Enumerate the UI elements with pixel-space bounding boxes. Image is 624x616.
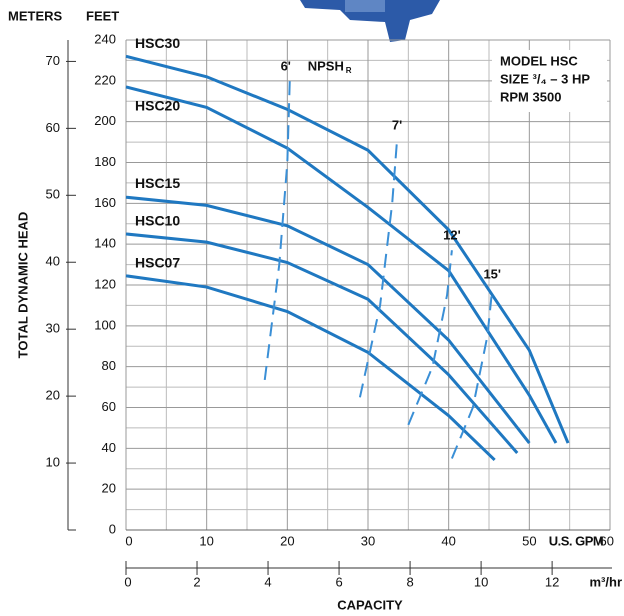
pump-curve bbox=[125, 232, 519, 455]
npsh-title: NPSH bbox=[308, 58, 344, 73]
npsh-line bbox=[407, 250, 453, 426]
y2-tick-label: 60 bbox=[46, 120, 60, 135]
model-text: MODEL HSC bbox=[500, 53, 578, 68]
pump-curve bbox=[125, 54, 570, 444]
npsh-label: 12' bbox=[443, 228, 461, 243]
series-label: HSC15 bbox=[135, 175, 180, 191]
series-label: HSC30 bbox=[135, 35, 180, 51]
pump-curve bbox=[125, 274, 496, 462]
x2-unit-label: m³/hr bbox=[590, 574, 623, 589]
y-tick-label: 200 bbox=[94, 113, 116, 128]
x-tick-label: 40 bbox=[441, 533, 455, 548]
model-text: RPM 3500 bbox=[500, 89, 561, 104]
series-label: HSC10 bbox=[135, 213, 180, 229]
pump-body bbox=[300, 0, 440, 42]
x-tick-label: 0 bbox=[125, 533, 132, 548]
y2-tick-label: 30 bbox=[46, 321, 60, 336]
model-text: SIZE ³/₄ – 3 HP bbox=[500, 71, 590, 86]
npsh-line bbox=[263, 80, 291, 381]
x2-tick-label: 8 bbox=[406, 574, 413, 589]
x2-tick-label: 4 bbox=[264, 574, 271, 589]
y-tick-label: 140 bbox=[94, 236, 116, 251]
y-tick-label: 100 bbox=[94, 317, 116, 332]
x-tick-label: 60 bbox=[600, 533, 614, 548]
npsh-line bbox=[450, 288, 494, 459]
x2-tick-label: 12 bbox=[545, 574, 559, 589]
y-tick-label: 60 bbox=[102, 399, 116, 414]
y2-tick-label: 10 bbox=[46, 454, 60, 469]
y-tick-label: 220 bbox=[94, 72, 116, 87]
series-label: HSC07 bbox=[135, 255, 180, 271]
npsh-subscript: R bbox=[346, 66, 352, 75]
y-axis-title: TOTAL DYNAMIC HEAD bbox=[15, 212, 30, 359]
model-box-bg bbox=[492, 50, 607, 112]
pump-curve bbox=[125, 195, 531, 444]
x-tick-label: 50 bbox=[522, 533, 536, 548]
y-unit-label: FEET bbox=[86, 8, 119, 23]
y2-tick-label: 50 bbox=[46, 187, 60, 202]
x2-tick-label: 10 bbox=[474, 574, 488, 589]
pump-image bbox=[300, 0, 440, 42]
y-tick-label: 20 bbox=[102, 481, 116, 496]
x-tick-label: 30 bbox=[361, 533, 375, 548]
y-tick-label: 40 bbox=[102, 440, 116, 455]
x2-tick-label: 0 bbox=[124, 574, 131, 589]
npsh-label: 7' bbox=[392, 117, 402, 132]
y2-tick-label: 40 bbox=[46, 254, 60, 269]
x-unit-label: U.S. GPM bbox=[549, 533, 604, 548]
pump-curve bbox=[125, 85, 558, 444]
y-tick-label: 240 bbox=[94, 31, 116, 46]
series-label: HSC20 bbox=[135, 98, 180, 114]
y2-tick-label: 20 bbox=[46, 388, 60, 403]
y-tick-label: 160 bbox=[94, 195, 116, 210]
y-tick-label: 80 bbox=[102, 358, 116, 373]
x2-tick-label: 2 bbox=[193, 574, 200, 589]
y2-tick-label: 70 bbox=[46, 53, 60, 68]
x-tick-label: 10 bbox=[199, 533, 213, 548]
y-tick-label: 0 bbox=[109, 521, 116, 536]
x2-tick-label: 6 bbox=[335, 574, 342, 589]
npsh-label: 15' bbox=[483, 267, 501, 282]
npsh-label: 6' bbox=[281, 58, 291, 73]
y-tick-label: 180 bbox=[94, 154, 116, 169]
pump-highlight bbox=[345, 0, 385, 12]
x-axis-title: CAPACITY bbox=[337, 597, 403, 612]
y2-unit-label: METERS bbox=[8, 8, 63, 23]
npsh-line bbox=[358, 139, 399, 398]
y-tick-label: 120 bbox=[94, 276, 116, 291]
x-tick-label: 20 bbox=[280, 533, 294, 548]
